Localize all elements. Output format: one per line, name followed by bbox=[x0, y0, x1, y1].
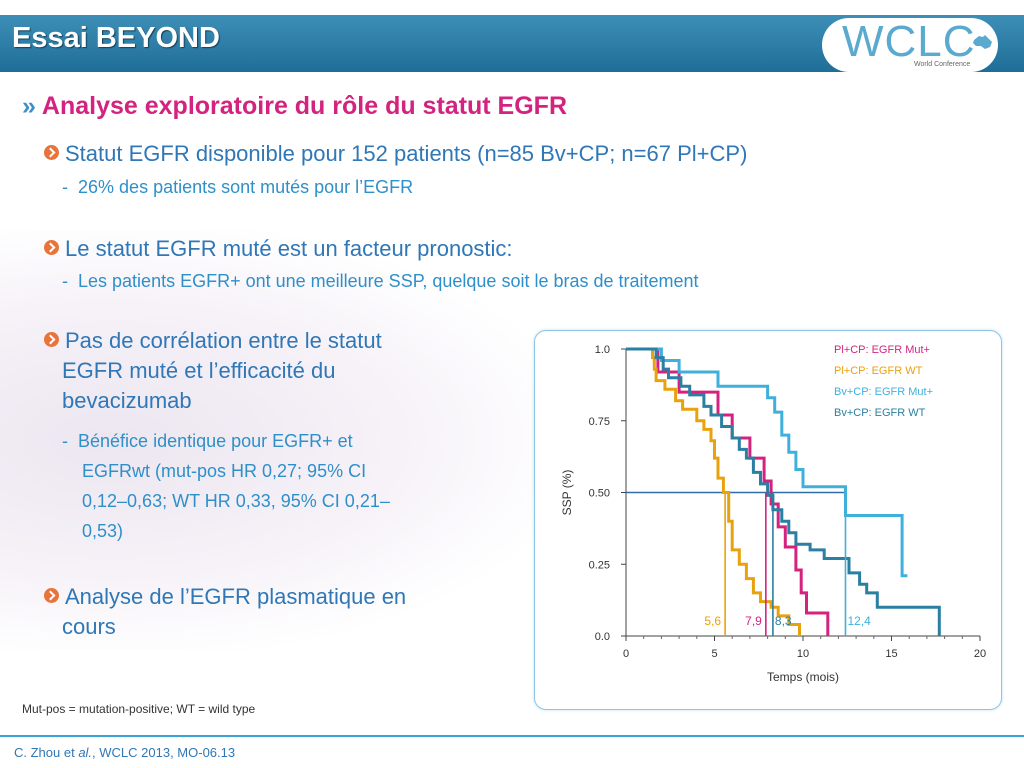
km-chart-panel: 0.0 0.25 0.50 0.75 1.0 0 5 10 15 20 Temps (mois) SS… bbox=[534, 330, 1002, 710]
bullet-text: Analyse de l’EGFR plasmatique en bbox=[65, 584, 407, 609]
sub-bullet-text: Les patients EGFR+ ont une meilleure SSP… bbox=[78, 271, 699, 291]
sub-bullet-text: 0,53) bbox=[82, 521, 124, 541]
x-tick-label: 20 bbox=[974, 648, 986, 660]
slide-title: Essai BEYOND bbox=[12, 22, 220, 54]
y-tick-label: 0.0 bbox=[595, 631, 610, 643]
legend-entry-3: Bv+CP: EGFR Mut+ bbox=[834, 386, 933, 398]
series-curve-4 bbox=[626, 347, 941, 636]
sub-bullet-text: 26% des patients sont mutés pour l’EGFR bbox=[78, 177, 414, 197]
citation: C. Zhou et al., WCLC 2013, MO-06.13 bbox=[14, 745, 235, 760]
section-heading: » Analyse exploratoire du rôle du statut … bbox=[22, 92, 567, 121]
median-label-1: 7,9 bbox=[745, 614, 762, 628]
y-axis-label: SSP (%) bbox=[560, 470, 574, 516]
series-curve-3 bbox=[626, 347, 908, 578]
x-tick-label: 15 bbox=[885, 648, 897, 660]
bullet-item: Analyse de l’EGFR plasmatique en cours bbox=[44, 582, 514, 642]
sub-bullet-item: - Bénéfice identique pour EGFR+ et EGFRw… bbox=[62, 426, 522, 546]
legend-entry-4: Bv+CP: EGFR WT bbox=[834, 407, 926, 419]
bullet-text: cours bbox=[62, 614, 116, 639]
section-heading-text: Analyse exploratoire du rôle du statut E… bbox=[41, 92, 568, 120]
x-tick-label: 10 bbox=[797, 648, 809, 660]
chevron-icon: » bbox=[22, 92, 36, 120]
bullet-arrow-icon bbox=[44, 145, 59, 160]
citation-etal: al. bbox=[78, 745, 93, 760]
y-tick-label: 1.0 bbox=[595, 344, 610, 356]
legend-entry-2: Pl+CP: EGFR WT bbox=[834, 365, 923, 377]
legend-entry-1: Pl+CP: EGFR Mut+ bbox=[834, 344, 930, 356]
y-tick-label: 0.25 bbox=[589, 559, 610, 571]
logo-subtext: World Conference bbox=[914, 61, 971, 68]
logo-text: WCLC bbox=[842, 17, 976, 66]
bullet-text: Pas de corrélation entre le statut bbox=[65, 328, 382, 353]
bullet-text: bevacizumab bbox=[62, 388, 192, 413]
series-curve-1 bbox=[626, 347, 830, 636]
series-curve-2 bbox=[626, 347, 801, 636]
median-label-2: 5,6 bbox=[704, 614, 721, 628]
bullet-item: Le statut EGFR muté est un facteur prono… bbox=[44, 234, 513, 264]
x-axis-label: Temps (mois) bbox=[767, 670, 839, 684]
dash: - bbox=[62, 271, 68, 291]
bullet-item: Statut EGFR disponible pour 152 patients… bbox=[44, 139, 747, 169]
bullet-arrow-icon bbox=[44, 240, 59, 255]
bullet-arrow-icon bbox=[44, 588, 59, 603]
x-tick-label: 5 bbox=[711, 648, 717, 660]
bullet-text: Statut EGFR disponible pour 152 patients… bbox=[65, 141, 748, 166]
median-label-4: 8,3 bbox=[775, 614, 792, 628]
dash: - bbox=[62, 431, 68, 451]
x-tick-label: 0 bbox=[623, 648, 629, 660]
y-tick-label: 0.50 bbox=[589, 488, 610, 500]
km-chart: 0.0 0.25 0.50 0.75 1.0 0 5 10 15 20 Temps (mois) SS… bbox=[560, 344, 986, 684]
background-decoration bbox=[0, 230, 560, 650]
footer-divider bbox=[0, 735, 1024, 737]
sub-bullet-text: Bénéfice identique pour EGFR+ et bbox=[78, 431, 353, 451]
bullet-arrow-icon bbox=[44, 332, 59, 347]
median-label-3: 12,4 bbox=[847, 614, 871, 628]
citation-author: C. Zhou et bbox=[14, 745, 79, 760]
bullet-item: Pas de corrélation entre le statut EGFR … bbox=[44, 326, 514, 416]
sub-bullet-item: - Les patients EGFR+ ont une meilleure S… bbox=[62, 266, 699, 296]
bullet-text: Le statut EGFR muté est un facteur prono… bbox=[65, 236, 513, 261]
sub-bullet-text: 0,12–0,63; WT HR 0,33, 95% CI 0,21– bbox=[82, 491, 390, 511]
citation-rest: , WCLC 2013, MO-06.13 bbox=[92, 745, 236, 760]
wclc-logo: WCLC World Conference bbox=[822, 17, 998, 72]
australia-map-icon bbox=[973, 35, 992, 49]
y-tick-label: 0.75 bbox=[589, 416, 610, 428]
bullet-text: EGFR muté et l’efficacité du bbox=[62, 358, 336, 383]
sub-bullet-item: - 26% des patients sont mutés pour l’EGF… bbox=[62, 172, 413, 202]
footnote: Mut-pos = mutation-positive; WT = wild t… bbox=[22, 702, 256, 716]
dash: - bbox=[62, 177, 68, 197]
sub-bullet-text: EGFRwt (mut-pos HR 0,27; 95% CI bbox=[82, 461, 367, 481]
